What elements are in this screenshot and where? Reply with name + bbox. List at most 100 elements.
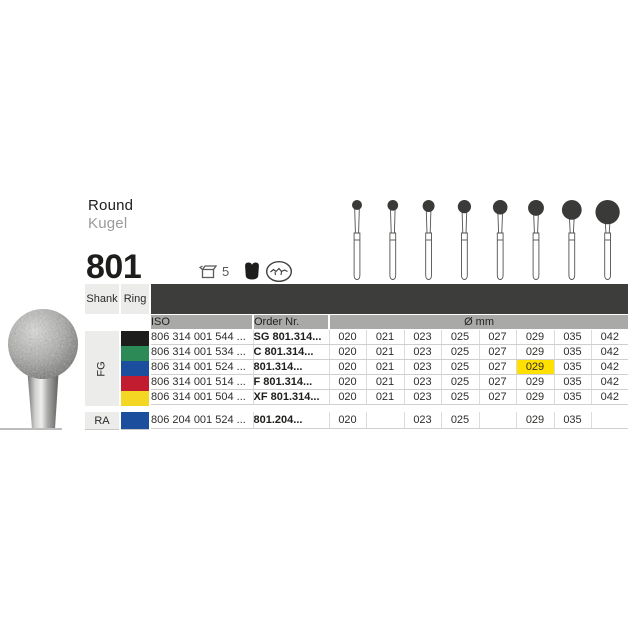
table-row: 806 314 001 534 ... C 801.314... 020 021 023… (151, 344, 629, 360)
size-cell[interactable]: 021 (366, 389, 405, 405)
ring-color-green (121, 346, 149, 361)
size-cell[interactable]: 035 (554, 374, 592, 390)
size-cell[interactable]: 023 (404, 359, 442, 375)
ra-ring-color (121, 412, 149, 430)
bur-drawing-042 (595, 200, 620, 280)
bur-size-illustrations (352, 200, 620, 280)
size-cell[interactable]: 023 (404, 344, 442, 360)
product-title: Round (88, 197, 134, 214)
bur-drawing-023 (422, 200, 435, 280)
ra-label: RA (94, 414, 110, 427)
size-cell[interactable]: 029 (516, 374, 555, 390)
order-number: 801.204... (253, 412, 330, 429)
size-cell[interactable]: 020 (329, 329, 367, 345)
size-cell[interactable]: 020 (329, 412, 367, 429)
size-cell[interactable]: 029 (516, 389, 555, 405)
size-cell[interactable]: 025 (441, 329, 480, 345)
iso-number: 806 314 001 504 ... (151, 389, 254, 405)
size-cell[interactable]: 021 (366, 344, 405, 360)
size-cell[interactable]: 025 (441, 344, 480, 360)
fg-size-table: ISO Order Nr. Ø mm 806 314 001 544 ... SG… (151, 315, 629, 405)
table-row: 806 314 001 514 ... F 801.314... 020 021 023… (151, 374, 629, 390)
order-nr-header: Order Nr. (253, 315, 330, 330)
bur-shank (27, 366, 59, 429)
size-cell[interactable]: 042 (591, 344, 629, 360)
size-cell[interactable]: 027 (479, 389, 517, 405)
pack-quantity: 5 (222, 263, 230, 279)
diameter-header: Ø mm (329, 315, 629, 330)
ring-color-yellow (121, 391, 149, 406)
ra-size-table: 806 204 001 524 ... 801.204... 020 023 025 02… (151, 412, 628, 429)
ring-color-stack (121, 331, 149, 406)
ring-column-header: Ring (121, 284, 149, 314)
size-cell[interactable]: 027 (479, 374, 517, 390)
table-row: 806 314 001 504 ... XF 801.314... 020 021 02… (151, 389, 629, 405)
order-number: XF 801.314... (253, 389, 330, 405)
iso-number: 806 314 001 524 ... (151, 359, 254, 375)
table-subheader-row: ISO Order Nr. Ø mm (151, 315, 629, 330)
size-cell[interactable]: 027 (479, 344, 517, 360)
size-cell[interactable]: 020 (329, 359, 367, 375)
size-cell[interactable]: 042 (591, 389, 629, 405)
size-cell[interactable]: 023 (404, 389, 442, 405)
bur-drawing-027 (492, 200, 508, 280)
size-cell[interactable]: 025 (441, 374, 480, 390)
ring-color-red (121, 376, 149, 391)
size-cell[interactable]: 035 (554, 412, 592, 429)
size-cell[interactable]: 042 (591, 374, 629, 390)
size-cell[interactable]: 023 (404, 329, 442, 345)
size-cell[interactable]: 035 (554, 359, 592, 375)
iso-header: ISO (151, 315, 254, 330)
size-cell[interactable]: 042 (591, 359, 629, 375)
photo-baseline-rule (0, 428, 62, 430)
bur-drawing-035 (561, 200, 582, 280)
size-cell[interactable]: 023 (404, 374, 442, 390)
iso-number: 806 314 001 514 ... (151, 374, 254, 390)
shank-column-header: Shank (85, 284, 119, 314)
size-cell[interactable]: 025 (441, 389, 480, 405)
shank-group-fg: FG (85, 331, 119, 406)
size-cell[interactable]: 035 (554, 329, 592, 345)
size-cell[interactable]: 035 (554, 344, 592, 360)
size-cell[interactable] (479, 412, 517, 429)
size-cell[interactable]: 029 (516, 329, 555, 345)
bur-drawing-021 (387, 200, 399, 280)
fg-label: FG (96, 360, 108, 377)
ring-color-black (121, 331, 149, 346)
size-cell[interactable] (591, 412, 628, 429)
size-cell[interactable]: 023 (404, 412, 442, 429)
pack-of-5-icon (198, 264, 218, 278)
iso-number: 806 314 001 544 ... (151, 329, 254, 345)
order-number: F 801.314... (253, 374, 330, 390)
size-cell[interactable]: 020 (329, 344, 367, 360)
size-cell[interactable]: 027 (479, 359, 517, 375)
product-icons: 5 (198, 258, 293, 284)
order-number: SG 801.314... (253, 329, 330, 345)
size-cell[interactable]: 042 (591, 329, 629, 345)
size-cell[interactable]: 021 (366, 359, 405, 375)
tooth-occlusal-icon (266, 260, 293, 282)
size-cell[interactable]: 020 (329, 389, 367, 405)
size-cell[interactable]: 025 (441, 359, 480, 375)
bur-drawing-020 (352, 200, 362, 280)
bur-drawing-029 (528, 200, 544, 280)
size-cell[interactable]: 035 (554, 389, 592, 405)
size-cell[interactable] (366, 412, 405, 429)
product-code: 801 (86, 248, 142, 286)
order-number: 801.314... (253, 359, 330, 375)
size-cell[interactable]: 027 (479, 329, 517, 345)
tooth-crown-icon (245, 262, 260, 280)
product-subtitle-german: Kugel (88, 215, 128, 232)
order-number: C 801.314... (253, 344, 330, 360)
size-cell[interactable]: 021 (366, 329, 405, 345)
size-cell[interactable]: 029 (516, 344, 555, 360)
size-cell[interactable]: 029 (516, 412, 555, 429)
size-cell[interactable]: 021 (366, 374, 405, 390)
size-cell[interactable]: 020 (329, 374, 367, 390)
bur-drawing-025 (457, 200, 472, 280)
size-cell-highlighted[interactable]: 029 (516, 359, 555, 375)
size-cell[interactable]: 025 (441, 412, 480, 429)
iso-number: 806 204 001 524 ... (151, 412, 254, 429)
shank-group-ra: RA (85, 412, 119, 430)
